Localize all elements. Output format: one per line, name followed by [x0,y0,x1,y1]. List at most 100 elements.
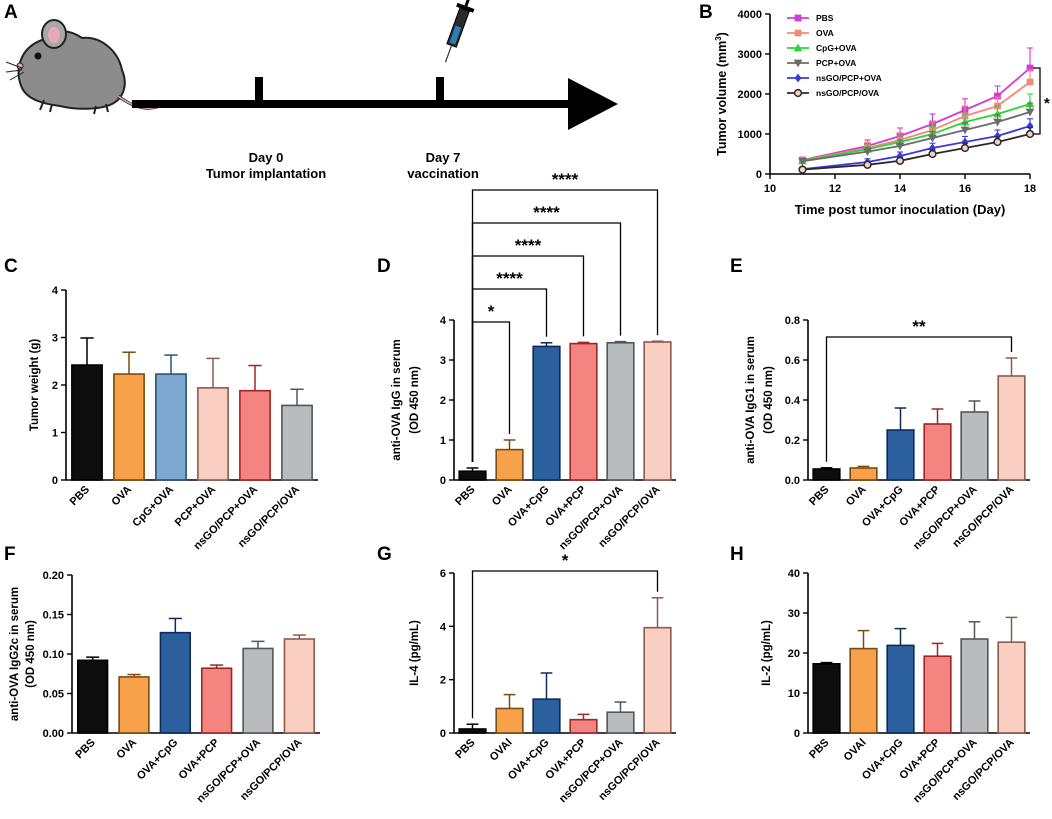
marker-triangle-down [993,118,1002,127]
y-axis-title: IL-2 (pg/mL) [761,620,773,686]
y-tick-label: 0 [756,169,762,181]
bar [242,647,274,734]
category-label: CpG+OVA [130,484,176,530]
bar [281,404,313,481]
bar [458,728,487,734]
bar [239,389,271,481]
marker-square [1026,64,1034,72]
bar [812,468,841,481]
y-tick-label: 0.0 [785,475,800,487]
x-tick-label: 10 [764,183,776,195]
y-tick-label: 1000 [738,129,762,141]
y-tick-label: 20 [788,648,800,660]
marker-circle [895,156,905,165]
day7-label: Day 7 [426,150,461,165]
bar [532,345,561,481]
panel-letter-a: A [4,2,18,23]
marker-triangle-up [793,43,803,52]
timeline-panel: Day 0 Tumor implantation Day 7 vaccinati… [5,0,618,181]
category-label: PBS [453,484,477,508]
y-tick-label: 0.4 [785,395,801,407]
legend-label: OVA [816,28,834,38]
significance-bracket [471,255,585,462]
y-axis-title: anti-OVA IgG1 in serum [745,336,757,464]
panel-letter-c: C [4,256,18,277]
y-axis-title: Tumor weight (g) [29,339,41,432]
y-tick-label: 0.20 [43,570,64,582]
bar [495,707,524,734]
bar [606,711,635,734]
y-tick-label: 0.8 [785,315,800,327]
category-label: nsGO/PCP+OVA [557,484,626,553]
y-tick-label: 4000 [738,9,762,21]
significance-bracket [471,321,511,462]
significance-bracket [1033,67,1041,135]
y-axis-title: anti-OVA IgG in serum [391,339,403,460]
y-tick-label: 3 [440,355,446,367]
category-label: OVAl [842,737,869,764]
marker-triangle-down [798,157,807,166]
legend-label: PCP+OVA [816,58,856,68]
marker-triangle-up [993,109,1002,118]
y-axis-title-main: Tumor volume (mm [715,41,729,156]
marker-triangle-down [928,134,937,143]
syringe-icon [444,0,475,63]
marker-triangle-down [1025,108,1035,117]
marker-square [794,14,802,22]
x-tick-label: 12 [829,183,841,195]
bar [113,373,145,481]
marker-circle [793,88,803,98]
y-tick-label: 0.15 [43,610,64,622]
y-axis-title-close: ) [715,32,729,36]
category-label: nsGO/PCP+OVA [911,737,980,806]
y-axis-title: IL-4 (pg/mL) [409,620,421,686]
category-label: OVA [490,484,515,509]
marker-square [1026,78,1034,86]
bar [606,341,635,481]
category-label: nsGO/PCP+OVA [557,737,626,806]
marker-circle [928,149,937,159]
bar [159,631,192,734]
marker-square [794,29,802,37]
y-tick-label: 30 [788,608,800,620]
legend-label: nsGO/PCP+OVA [816,73,882,83]
marker-diamond [961,137,969,147]
series-line [802,125,1031,171]
bar [458,470,487,481]
y-tick-label: 4 [440,621,447,633]
marker-diamond [794,73,802,83]
panel-letter-d: D [377,256,391,277]
y-tick-label: 0.05 [43,689,64,701]
y-tick-label: 2 [52,380,58,392]
bar [886,644,915,734]
marker-triangle-down [863,148,872,156]
y-tick-label: 0 [794,728,800,740]
bar [495,448,524,481]
legend-label: PBS [816,13,834,23]
y-tick-label: 4 [52,285,59,297]
y-axis-title: Tumor volume (mm3) [714,32,729,156]
y-tick-label: 0 [440,475,446,487]
day0-marker [255,77,263,104]
panel-letter-b: B [699,2,713,23]
bar [71,364,103,481]
category-label: OVAl [488,737,515,764]
panel-letter-e: E [730,256,743,277]
category-label: PBS [807,737,831,761]
y-tick-label: 0 [52,475,58,487]
vaccination-label: vaccination [407,166,479,181]
y-tick-label: 2 [440,675,446,687]
bar [923,655,952,734]
bar [200,667,233,734]
marker-diamond [1026,121,1034,131]
x-axis-title: Time post tumor inoculation (Day) [795,202,1006,217]
marker-triangle-up [960,117,970,126]
bar [997,641,1026,734]
bar [849,467,878,481]
category-label: PBS [73,737,97,761]
bar [155,373,187,481]
bar [118,676,150,734]
